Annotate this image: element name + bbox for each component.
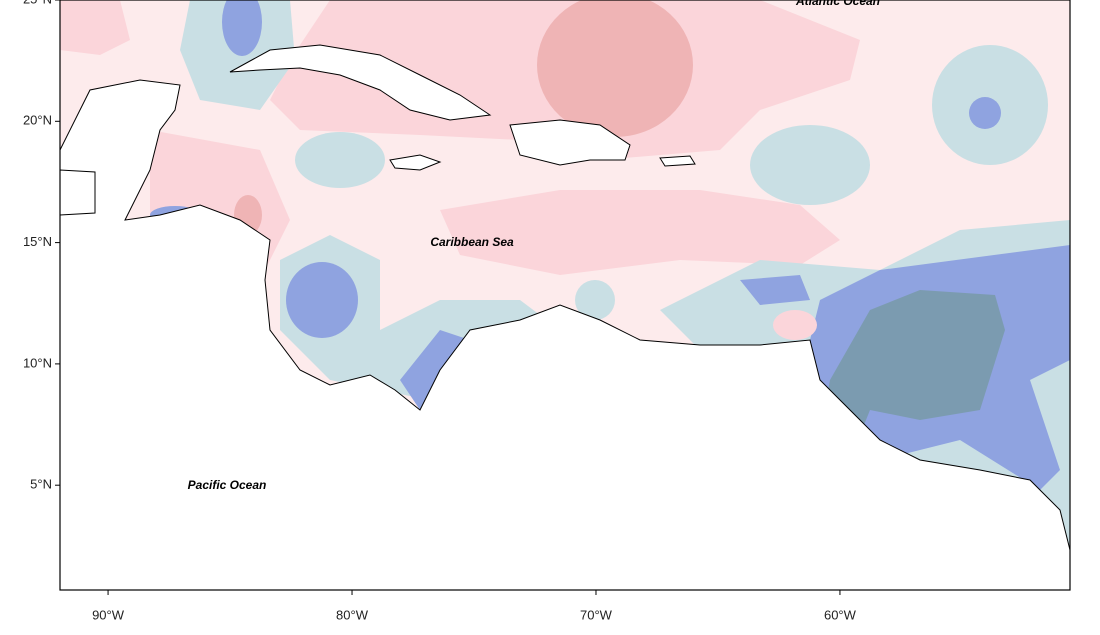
y-tick-label: 25°N xyxy=(23,0,52,6)
field-blue xyxy=(400,330,470,410)
y-tick-label: 15°N xyxy=(23,234,52,249)
field-blue xyxy=(969,97,1001,129)
field-blue xyxy=(286,262,358,338)
x-tick-label: 60°W xyxy=(824,607,857,622)
cuba xyxy=(229,44,492,121)
field-pink xyxy=(60,0,130,55)
hispaniola xyxy=(509,119,631,166)
field-pink xyxy=(773,310,817,340)
field-salmon xyxy=(537,0,693,137)
field-lightblue xyxy=(750,125,870,205)
y-tick-label: 5°N xyxy=(30,477,52,492)
y-tick-label: 10°N xyxy=(23,355,52,370)
mexico xyxy=(60,169,96,216)
field-blue xyxy=(740,275,810,305)
mainland xyxy=(60,79,1070,590)
field-lightblue xyxy=(295,132,385,188)
ocean-label: Pacific Ocean xyxy=(188,478,267,492)
frame xyxy=(59,0,1071,591)
x-tick-label: 70°W xyxy=(580,607,613,622)
field-lightblue xyxy=(575,280,615,320)
x-tick-label: 80°W xyxy=(336,607,369,622)
field xyxy=(60,0,1070,590)
puerto-rico xyxy=(659,155,696,167)
field-dark xyxy=(815,290,1005,460)
ocean-label: Atlantic Ocean xyxy=(795,0,880,8)
land xyxy=(60,44,1070,590)
jamaica xyxy=(389,154,442,171)
ocean-label: Caribbean Sea xyxy=(430,235,514,249)
field-blue xyxy=(222,0,262,56)
y-tick-label: 20°N xyxy=(23,113,52,128)
x-tick-label: 90°W xyxy=(92,607,125,622)
field-pink xyxy=(440,190,840,275)
